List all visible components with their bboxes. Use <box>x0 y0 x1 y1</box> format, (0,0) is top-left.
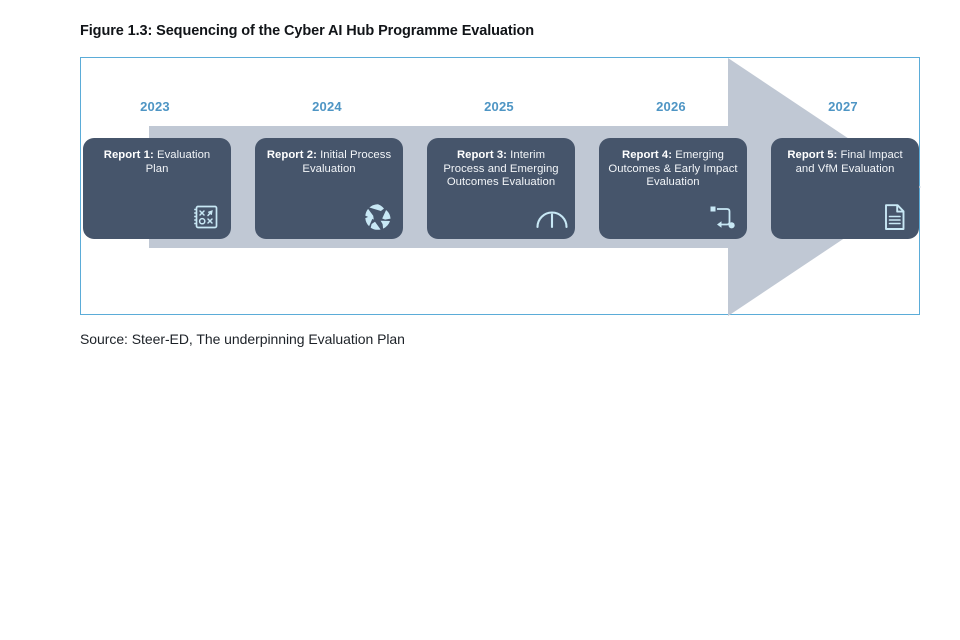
report-card-3-label-rest: Interim Process and Emerging Outcomes Ev… <box>443 149 559 189</box>
report-card-4-label-bold: Report 4: <box>622 149 673 161</box>
year-label-2027: 2027 <box>828 99 858 114</box>
report-card-5-label-bold: Report 5: <box>787 149 838 161</box>
report-card-2-label-bold: Report 2: <box>266 149 317 161</box>
report-card-1-label: Report 1: Evaluation Plan <box>92 149 222 176</box>
report-card-1-label-bold: Report 1: <box>103 149 154 161</box>
report-card-3-label-bold: Report 3: <box>456 149 507 161</box>
year-label-2025: 2025 <box>484 99 514 114</box>
report-card-3[interactable]: Report 3: Interim Process and Emerging O… <box>427 138 575 239</box>
report-card-5-label: Report 5: Final Impact and VfM Evaluatio… <box>780 149 910 176</box>
year-label-2023: 2023 <box>140 99 170 114</box>
report-card-2-label-rest: Initial Process Evaluation <box>302 149 392 175</box>
figure-title: Figure 1.3: Sequencing of the Cyber AI H… <box>80 23 535 39</box>
report-card-1-label-rest: Evaluation Plan <box>145 149 211 175</box>
year-axis: 2023 2024 2025 2026 2027 <box>81 99 921 121</box>
report-card-4-label: Report 4: Emerging Outcomes & Early Impa… <box>608 149 738 190</box>
report-card-4[interactable]: Report 4: Emerging Outcomes & Early Impa… <box>599 138 747 239</box>
report-card-4-label-rest: Emerging Outcomes & Early Impact Evaluat… <box>608 149 738 189</box>
report-cards: Report 1: Evaluation Plan <box>81 58 921 316</box>
figure-frame: 2023 2024 2025 2026 2027 Report 1: Evalu… <box>80 57 921 316</box>
report-card-3-label: Report 3: Interim Process and Emerging O… <box>436 149 566 190</box>
report-card-5-label-rest: Final Impact and VfM Evaluation <box>795 149 903 175</box>
report-card-5[interactable]: Report 5: Final Impact and VfM Evaluatio… <box>771 138 919 239</box>
strategy-playbook-icon <box>191 202 221 232</box>
report-card-2-label: Report 2: Initial Process Evaluation <box>264 149 394 176</box>
document-icon <box>879 202 909 232</box>
report-card-1[interactable]: Report 1: Evaluation Plan <box>83 138 231 239</box>
report-card-2[interactable]: Report 2: Initial Process Evaluation <box>255 138 403 239</box>
gauge-icon <box>535 202 568 232</box>
year-label-2024: 2024 <box>312 99 342 114</box>
source-note: Source: Steer-ED, The underpinning Evalu… <box>80 331 405 347</box>
year-label-2026: 2026 <box>656 99 686 114</box>
camera-aperture-icon <box>363 202 393 232</box>
flow-route-icon <box>707 202 737 232</box>
